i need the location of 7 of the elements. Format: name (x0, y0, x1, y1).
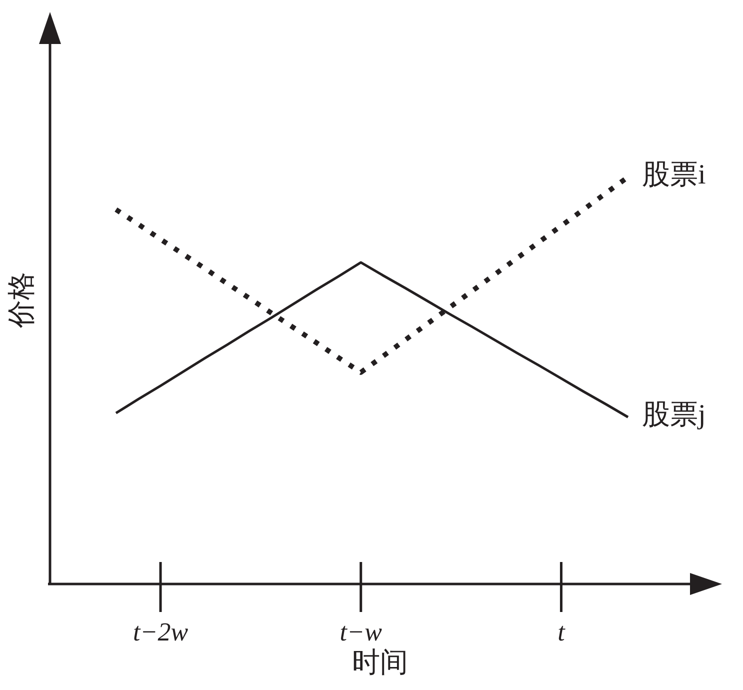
x-tick-label: t−2w (132, 617, 189, 646)
series-label: 股票j (642, 400, 706, 431)
y-axis-title: 价格 (6, 272, 38, 329)
series-label: 股票i (642, 159, 706, 190)
x-axis-title: 时间 (352, 647, 408, 678)
x-tick-label: t (558, 617, 566, 646)
x-tick-label: t−w (340, 617, 383, 646)
